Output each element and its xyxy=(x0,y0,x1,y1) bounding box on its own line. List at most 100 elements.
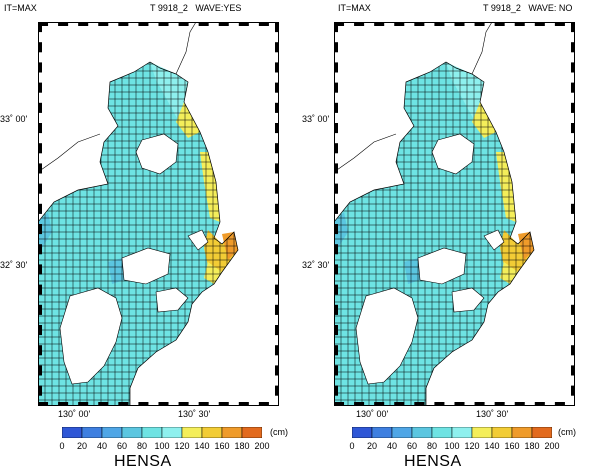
frame-tick xyxy=(38,22,42,33)
river-line xyxy=(471,22,493,75)
frame-tick xyxy=(394,22,405,26)
coast-line-west xyxy=(38,133,101,173)
frame-tick xyxy=(38,143,42,154)
frame-tick xyxy=(571,163,575,174)
frame-tick xyxy=(334,163,338,174)
land-island xyxy=(483,229,505,251)
colorbar-tick-label: 20 xyxy=(76,441,88,451)
colorbar-tick-label: 120 xyxy=(174,441,190,451)
frame-tick xyxy=(98,402,109,406)
frame-tick xyxy=(275,244,279,255)
frame-tick xyxy=(38,42,42,53)
land-island xyxy=(417,247,467,285)
frame-tick xyxy=(571,42,575,53)
frame-tick xyxy=(38,365,42,376)
frame-tick xyxy=(158,22,169,26)
frame-tick xyxy=(571,203,575,214)
frame-tick xyxy=(275,203,279,214)
frame-tick xyxy=(571,123,575,134)
frame-tick xyxy=(434,22,445,26)
river-line xyxy=(175,22,197,75)
land-island xyxy=(155,287,189,313)
frame-tick xyxy=(138,22,149,26)
frame-tick xyxy=(38,123,42,134)
frame-tick xyxy=(275,284,279,295)
surge-contour xyxy=(404,258,420,284)
frame-tick xyxy=(38,244,42,255)
frame-tick xyxy=(275,143,279,154)
frame-tick xyxy=(38,62,42,73)
frame-tick xyxy=(514,22,525,26)
frame-tick xyxy=(275,304,279,315)
colorbar-segment xyxy=(371,427,393,438)
colorbar-tick-label: 100 xyxy=(154,441,170,451)
wave-label: WAVE: NO xyxy=(528,3,573,13)
frame-tick xyxy=(394,402,405,406)
colorbar-segment xyxy=(81,427,103,438)
frame-tick xyxy=(218,402,229,406)
frame-tick xyxy=(334,82,338,93)
frame-tick xyxy=(258,402,269,406)
frame-tick xyxy=(38,183,42,194)
frame-tick xyxy=(571,143,575,154)
frame-tick xyxy=(275,345,279,356)
frame-tick xyxy=(275,62,279,73)
frame-tick xyxy=(354,402,365,406)
surge-map xyxy=(38,22,279,406)
land-island xyxy=(431,133,475,175)
frame-tick xyxy=(98,22,109,26)
wave-label: WAVE:YES xyxy=(195,3,242,13)
frame-tick xyxy=(571,22,575,33)
frame-tick xyxy=(414,22,425,26)
frame-tick xyxy=(334,284,338,295)
colorbar-tick-label: 160 xyxy=(504,441,520,451)
frame-tick xyxy=(178,22,189,26)
frame-tick xyxy=(218,22,229,26)
frame-tick xyxy=(571,304,575,315)
frame-tick xyxy=(138,402,149,406)
map-panel-wave-yes: IT=MAX T 9918_2 WAVE:YES 33˚ 00' 32˚ 30'… xyxy=(0,3,288,470)
lat-label-33-00: 33˚ 00' xyxy=(0,114,28,124)
frame-tick xyxy=(58,22,69,26)
lon-label-130-30: 130˚ 30' xyxy=(178,409,211,419)
lat-label-32-30: 32˚ 30' xyxy=(302,260,330,270)
surge-contour xyxy=(150,62,190,120)
lon-label-130-00: 130˚ 00' xyxy=(356,409,389,419)
frame-tick xyxy=(334,22,338,33)
frame-tick xyxy=(571,82,575,93)
frame-tick xyxy=(38,284,42,295)
frame-tick xyxy=(494,402,505,406)
land-island xyxy=(355,287,419,385)
frame-tick xyxy=(334,183,338,194)
frame-tick xyxy=(571,385,575,396)
colorbar-segment xyxy=(221,427,243,438)
colorbar-segment xyxy=(181,427,203,438)
colorbar-segment xyxy=(531,427,552,438)
frame-tick xyxy=(334,203,338,214)
frame-tick xyxy=(554,402,565,406)
lat-label-32-30: 32˚ 30' xyxy=(0,260,28,270)
colorbar-segment xyxy=(411,427,433,438)
surge-contour xyxy=(496,152,516,222)
colorbar-segment xyxy=(491,427,513,438)
coastline xyxy=(334,61,535,406)
frame-tick xyxy=(78,22,89,26)
frame-tick xyxy=(334,345,338,356)
frame-tick xyxy=(334,304,338,315)
frame-tick xyxy=(334,264,338,275)
colorbar-tick-label: 200 xyxy=(254,441,270,451)
frame-tick xyxy=(118,22,129,26)
frame-tick xyxy=(334,224,338,235)
colorbar xyxy=(62,427,262,438)
frame-tick xyxy=(334,102,338,113)
frame-tick xyxy=(275,42,279,53)
colorbar-segment xyxy=(62,427,83,438)
frame-tick xyxy=(38,325,42,336)
frame-tick xyxy=(334,244,338,255)
case-label: T 9918_2 WAVE:YES xyxy=(150,3,242,13)
colorbar xyxy=(352,427,552,438)
frame-tick xyxy=(275,22,279,33)
frame-tick xyxy=(334,143,338,154)
frame-tick xyxy=(454,402,465,406)
frame-tick xyxy=(534,22,545,26)
